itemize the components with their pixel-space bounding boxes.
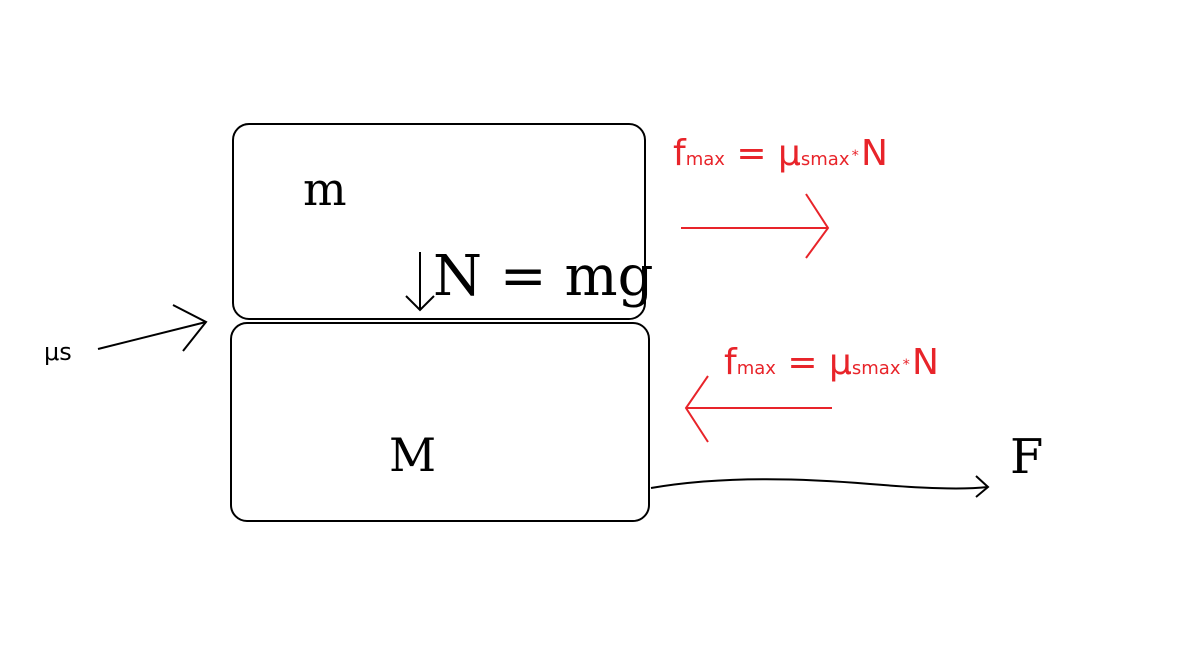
upper-block-label: m — [303, 162, 347, 216]
formula-star: * — [902, 356, 910, 373]
lower-block-label: M — [389, 428, 437, 482]
formula-equals: = — [736, 133, 767, 174]
friction-formula-lower: fmax = μsmax *N — [724, 345, 939, 381]
formula-equals: = — [787, 342, 818, 383]
normal-force-label: N = mg — [433, 244, 654, 309]
formula-mu-subscript: smax — [851, 358, 901, 379]
formula-star: * — [851, 147, 859, 164]
applied-force-label: F — [1010, 429, 1044, 485]
friction-coefficient-arrow — [97, 304, 208, 352]
upper-block — [232, 123, 646, 320]
lower-block — [230, 322, 650, 522]
friction-coefficient-label: μs — [44, 338, 72, 366]
formula-mu-subscript: smax — [800, 149, 850, 170]
formula-f: f — [724, 342, 737, 383]
formula-f-subscript: max — [736, 358, 776, 379]
formula-f: f — [673, 133, 686, 174]
formula-mu: μ — [777, 133, 801, 174]
formula-n: N — [861, 133, 888, 174]
formula-n: N — [912, 342, 939, 383]
formula-f-subscript: max — [685, 149, 725, 170]
friction-formula-upper: fmax = μsmax *N — [673, 136, 888, 172]
applied-force-arrow — [650, 475, 990, 498]
friction-arrow-right — [681, 193, 830, 259]
friction-arrow-left — [684, 375, 832, 443]
normal-force-arrow — [405, 252, 435, 312]
formula-mu: μ — [828, 342, 852, 383]
